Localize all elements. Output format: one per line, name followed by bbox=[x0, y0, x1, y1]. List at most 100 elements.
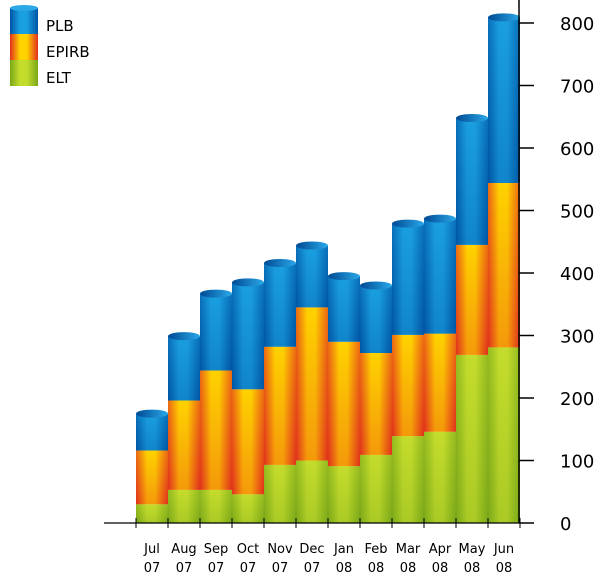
y-tick-label: 200 bbox=[560, 389, 594, 410]
bar-segment-shade bbox=[264, 464, 296, 523]
bar-top-cap bbox=[232, 278, 264, 287]
bar-top-cap bbox=[456, 114, 488, 122]
bar-segment-shade bbox=[264, 263, 296, 347]
x-tick-label-year: 08 bbox=[400, 561, 417, 576]
x-tick-label-month: Nov bbox=[267, 542, 293, 557]
x-tick-label-month: Jul bbox=[143, 542, 160, 557]
x-tick-label-month: Aug bbox=[171, 542, 196, 557]
x-tick-label-year: 07 bbox=[272, 561, 289, 576]
bar-segment-shade bbox=[328, 466, 360, 523]
bar-segment-shade bbox=[360, 285, 392, 353]
bar-stack-jul-07 bbox=[136, 409, 168, 523]
bar-segment-shade bbox=[488, 347, 520, 523]
bar-segment-shade bbox=[232, 282, 264, 390]
bar-segment-shade bbox=[136, 504, 168, 523]
x-tick-label-year: 08 bbox=[464, 561, 481, 576]
bar-segment-shade bbox=[424, 218, 456, 334]
x-tick-label-year: 08 bbox=[368, 561, 385, 576]
y-tick-label: 0 bbox=[560, 514, 571, 535]
bar-segment-shade bbox=[136, 413, 168, 451]
bar-top-cap bbox=[360, 281, 392, 290]
bar-stack-nov-07 bbox=[264, 259, 296, 523]
bar-segment-shade bbox=[200, 370, 232, 490]
x-tick-label-month: Mar bbox=[396, 542, 421, 557]
legend-label-epirb: EPIRB bbox=[46, 43, 90, 61]
x-tick-label-month: Apr bbox=[429, 542, 452, 557]
legend-swatch-epirb bbox=[10, 34, 38, 60]
bar-top-cap bbox=[392, 219, 424, 228]
x-tick-label-year: 08 bbox=[496, 561, 513, 576]
y-tick-label: 800 bbox=[560, 14, 594, 35]
y-tick-label: 300 bbox=[560, 327, 594, 348]
y-tick-label: 600 bbox=[560, 139, 594, 160]
legend-swatch-elt bbox=[10, 60, 38, 86]
bar-segment-shade bbox=[360, 353, 392, 455]
x-tick-label-year: 07 bbox=[304, 561, 321, 576]
legend: PLB EPIRB ELT bbox=[10, 5, 90, 87]
bar-segment-shade bbox=[424, 431, 456, 523]
bar-segment-shade bbox=[488, 183, 520, 348]
x-tick-label-month: Jan bbox=[333, 542, 354, 557]
bar-segment-shade bbox=[392, 436, 424, 523]
bar-segment-shade bbox=[136, 450, 168, 505]
bar-top-cap bbox=[488, 13, 520, 22]
bar-stack-dec-07 bbox=[296, 241, 328, 523]
bar-segment-shade bbox=[232, 389, 264, 495]
x-tick-label-year: 07 bbox=[144, 561, 161, 576]
y-tick-label: 100 bbox=[560, 452, 594, 473]
bar-segment-shade bbox=[456, 354, 488, 523]
y-tick-label: 400 bbox=[560, 264, 594, 285]
bar-segment-shade bbox=[328, 276, 360, 342]
bar-segment-shade bbox=[328, 341, 360, 467]
bar-segment-shade bbox=[200, 489, 232, 523]
x-axis-labels: Jul 07 Aug 07 Sep 07 Oct 07 Nov 07 Dec 07 Jan 08 Feb 08… bbox=[143, 542, 514, 576]
bar-segment-shade bbox=[296, 307, 328, 461]
legend-cap bbox=[10, 5, 38, 11]
bar-segment-shade bbox=[200, 293, 232, 371]
bar-stack-aug-07 bbox=[168, 332, 200, 523]
bar-segment-shade bbox=[488, 17, 520, 183]
bar-segment-shade bbox=[456, 244, 488, 355]
bar-stack-oct-07 bbox=[232, 278, 264, 523]
y-tick-label: 700 bbox=[560, 77, 594, 98]
bar-top-cap bbox=[200, 289, 232, 298]
bar-segment-shade bbox=[296, 460, 328, 523]
x-tick-label-year: 08 bbox=[432, 561, 449, 576]
x-tick-label-month: Sep bbox=[204, 542, 229, 557]
bar-stack-may-08 bbox=[456, 114, 488, 523]
bar-top-cap bbox=[168, 332, 200, 341]
bar-stack-jun-08 bbox=[488, 13, 520, 523]
bar-top-cap bbox=[424, 214, 456, 223]
bar-segment-shade bbox=[232, 494, 264, 523]
legend-label-plb: PLB bbox=[46, 17, 74, 35]
bars bbox=[136, 13, 520, 523]
bar-segment-shade bbox=[456, 118, 488, 245]
bar-segment-shade bbox=[264, 346, 296, 465]
bar-segment-shade bbox=[424, 333, 456, 432]
x-tick-label-month: Oct bbox=[237, 542, 259, 557]
bar-segment-shade bbox=[296, 245, 328, 308]
bar-top-cap bbox=[264, 259, 296, 267]
bar-segment-shade bbox=[360, 454, 392, 523]
bar-segment-shade bbox=[392, 334, 424, 437]
legend-label-elt: ELT bbox=[46, 69, 72, 87]
axes: 0 100 200 300 400 500 600 700 800 bbox=[104, 0, 594, 535]
bar-segment-shade bbox=[168, 489, 200, 523]
x-tick-label-month: May bbox=[459, 542, 486, 557]
x-tick-label-year: 07 bbox=[240, 561, 257, 576]
x-tick-label-month: Feb bbox=[364, 542, 387, 557]
bar-stack-mar-08 bbox=[392, 219, 424, 523]
x-tick-label-year: 07 bbox=[176, 561, 193, 576]
x-tick-label-year: 07 bbox=[208, 561, 225, 576]
bar-segment-shade bbox=[168, 336, 200, 401]
x-tick-label-month: Jun bbox=[493, 542, 514, 557]
legend-swatch-plb bbox=[10, 8, 38, 34]
bar-top-cap bbox=[136, 409, 168, 418]
bar-stack-feb-08 bbox=[360, 281, 392, 523]
bar-stack-sep-07 bbox=[200, 289, 232, 523]
bar-top-cap bbox=[296, 241, 328, 250]
x-tick-label-month: Dec bbox=[299, 542, 324, 557]
x-tick-label-year: 08 bbox=[336, 561, 353, 576]
y-tick-label: 500 bbox=[560, 202, 594, 223]
